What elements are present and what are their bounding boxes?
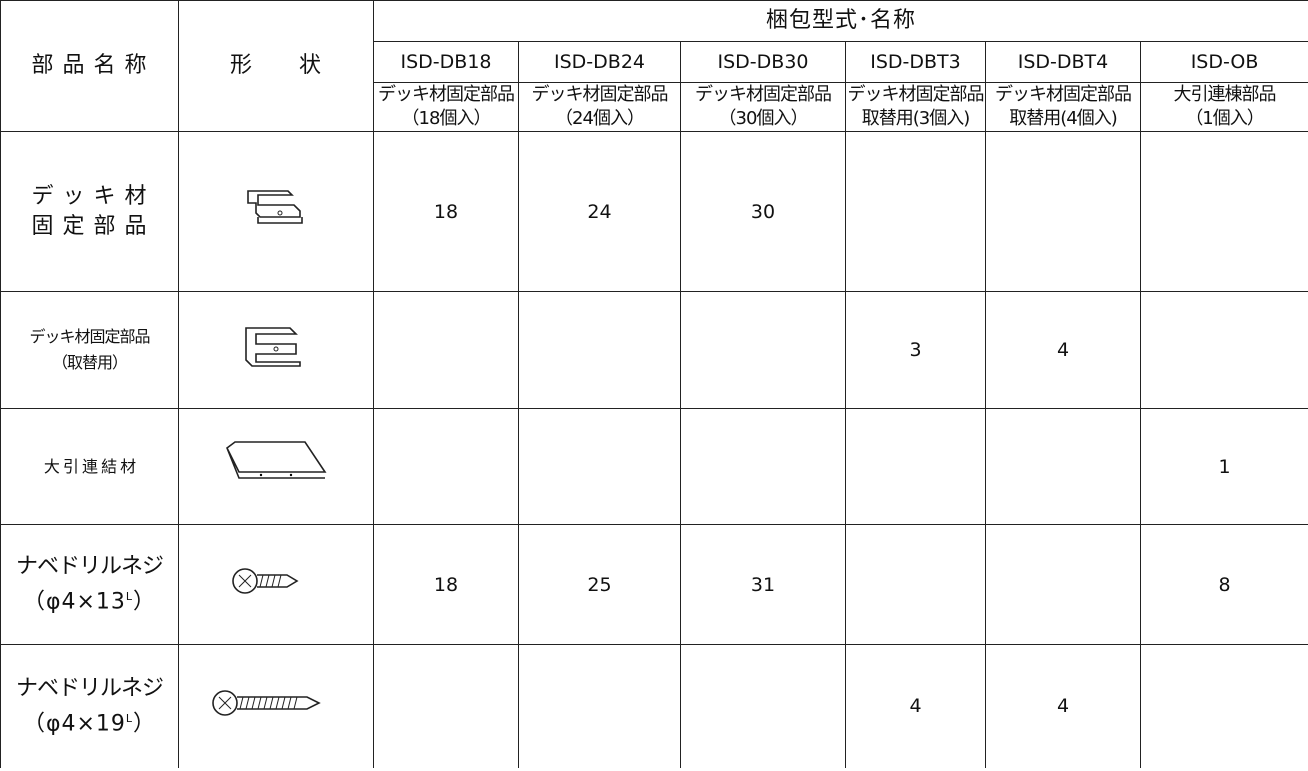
empty-cell xyxy=(373,291,519,409)
header-row: 部 品 名 称形 状梱包型式･名称 xyxy=(0,0,1308,132)
spec-close: ） xyxy=(133,589,157,615)
spec-sup: L xyxy=(125,711,134,725)
column-desc: デッキ材固定部品 取替用(3個入) xyxy=(845,82,986,132)
part-row: ナベドリルネジ （φ4×19L） 4 4 xyxy=(0,644,1308,768)
spec: （φ4×13L） xyxy=(1,582,178,617)
name-line: 固 定 部 品 xyxy=(31,213,148,239)
column-desc: デッキ材固定部品 （18個入） xyxy=(373,82,519,132)
shape-cell xyxy=(178,524,374,645)
header-cell: 形 状 xyxy=(178,0,374,132)
shape-cell xyxy=(178,291,374,409)
column-code: ISD-DBT4 xyxy=(985,41,1141,83)
part-icon xyxy=(245,326,301,367)
part-row: デッキ材固定部品 （取替用） 3 4 xyxy=(0,291,1308,409)
desc-line: 大引連棟部品 xyxy=(1173,84,1277,105)
shape-cell xyxy=(178,131,374,292)
part-name: 大 引 連 結 材 xyxy=(0,408,179,525)
spec-text: （φ4×13 xyxy=(22,589,126,615)
desc-line: （1個入） xyxy=(1185,108,1264,129)
name-line: ナベドリルネジ xyxy=(15,553,164,579)
empty-cell xyxy=(680,644,846,768)
quantity: 18 xyxy=(373,524,519,645)
shape-cell xyxy=(178,644,374,768)
empty-cell xyxy=(373,644,519,768)
part-name: デ ッ キ 材固 定 部 品 xyxy=(0,131,179,292)
desc-line: デッキ材固定部品 xyxy=(995,84,1132,105)
empty-cell xyxy=(518,291,681,409)
desc-line: デッキ材固定部品 xyxy=(378,84,515,105)
header-row: ISD-DB18 ISD-DB24 ISD-DB30 ISD-DBT3 ISD-DBT4… xyxy=(1,41,1308,83)
column-desc: デッキ材固定部品 取替用(4個入) xyxy=(985,82,1141,132)
desc-line: デッキ材固定部品 xyxy=(695,84,832,105)
part-row: ナベドリルネジ （φ4×13L） 18 25 31 8 xyxy=(0,524,1308,645)
empty-cell xyxy=(680,408,846,525)
desc-line: 取替用(3個入) xyxy=(861,108,971,129)
desc-line: （18個入） xyxy=(401,108,492,129)
empty-cell xyxy=(680,291,846,409)
name-line: デッキ材固定部品 xyxy=(29,327,150,346)
name-line: 大 引 連 結 材 xyxy=(43,456,136,476)
quantity: 3 xyxy=(845,291,986,409)
part-icon xyxy=(225,441,327,479)
part-icon xyxy=(212,689,321,716)
quantity: 1 xyxy=(1139,408,1308,525)
part-icon xyxy=(247,190,303,224)
quantity: 25 xyxy=(518,524,681,645)
empty-cell xyxy=(845,524,986,645)
empty-cell xyxy=(845,131,986,292)
spec-text: （φ4×19 xyxy=(22,710,126,736)
header-cell: 部 品 名 称 xyxy=(0,0,179,132)
spec-sup: L xyxy=(125,589,134,603)
shape-cell xyxy=(178,408,374,525)
empty-cell xyxy=(985,408,1141,525)
name-line: （取替用） xyxy=(51,353,128,372)
quantity: 24 xyxy=(518,131,681,292)
column-desc: デッキ材固定部品 （24個入） xyxy=(518,82,681,132)
quantity: 18 xyxy=(373,131,519,292)
quantity: 4 xyxy=(985,644,1141,768)
column-code: ISD-DBT3 xyxy=(845,41,986,83)
empty-cell xyxy=(985,131,1141,292)
quantity: 4 xyxy=(845,644,986,768)
column-code: ISD-OB xyxy=(1139,41,1308,83)
desc-line: デッキ材固定部品 xyxy=(847,84,985,105)
spec-close: ） xyxy=(133,710,157,736)
empty-cell xyxy=(518,644,681,768)
quantity: 4 xyxy=(985,291,1141,409)
part-row: デ ッ キ 材固 定 部 品 18 24 30 xyxy=(0,131,1308,292)
name-line: デ ッ キ 材 xyxy=(31,183,148,209)
column-desc: デッキ材固定部品 （30個入） xyxy=(680,82,846,132)
header-cell: 梱包型式･名称 xyxy=(372,0,1308,42)
empty-cell xyxy=(1139,644,1308,768)
column-code: ISD-DB18 xyxy=(373,41,519,83)
desc-line: デッキ材固定部品 xyxy=(531,84,669,105)
empty-cell xyxy=(1139,291,1308,409)
part-name: ナベドリルネジ （φ4×13L） xyxy=(0,524,179,645)
quantity: 31 xyxy=(680,524,846,645)
part-name: デッキ材固定部品 （取替用） xyxy=(0,291,179,409)
column-code: ISD-DB24 xyxy=(518,41,681,83)
quantity: 8 xyxy=(1139,524,1308,645)
empty-cell xyxy=(373,408,519,525)
desc-line: （24個入） xyxy=(555,108,645,129)
empty-cell xyxy=(518,408,681,525)
header-row: デッキ材固定部品 （18個入） デッキ材固定部品 （24個入） デッキ材固定部品 （30個… xyxy=(1,82,1308,132)
desc-line: （30個入） xyxy=(718,108,809,129)
empty-cell xyxy=(985,524,1141,645)
spec: （φ4×19L） xyxy=(1,704,178,739)
empty-cell xyxy=(845,408,986,525)
column-desc: 大引連棟部品 （1個入） xyxy=(1139,82,1308,132)
name-line: ナベドリルネジ xyxy=(15,675,164,701)
part-row: 大 引 連 結 材 1 xyxy=(0,408,1308,525)
part-icon xyxy=(232,568,299,594)
desc-line: 取替用(4個入) xyxy=(1009,108,1118,129)
part-name: ナベドリルネジ （φ4×19L） xyxy=(0,644,179,768)
quantity: 30 xyxy=(680,131,846,292)
empty-cell xyxy=(1139,131,1308,292)
column-code: ISD-DB30 xyxy=(680,41,846,83)
